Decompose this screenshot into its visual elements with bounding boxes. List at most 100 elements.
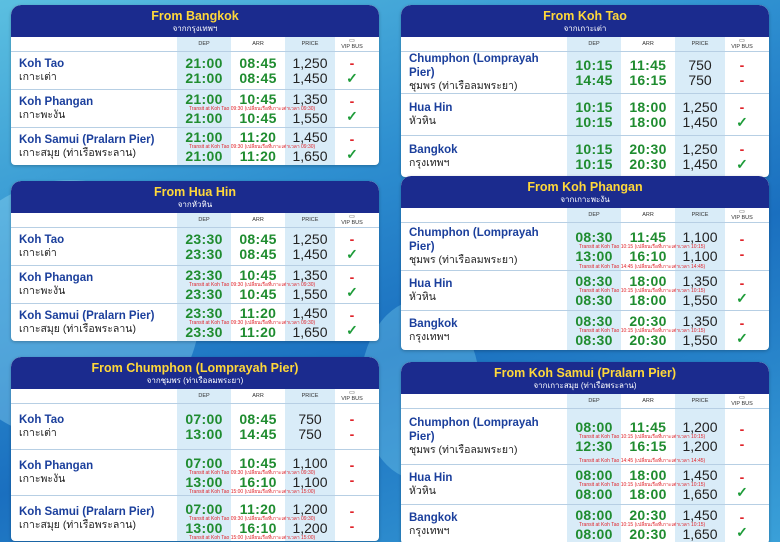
column-header-price: PRICE: [675, 394, 725, 408]
vip-bus-indicator: ✓: [346, 321, 358, 338]
arrival-time-column: 18:00 18:00: [621, 94, 675, 135]
panel-subtitle: จากชุมพร (ท่าเรือลมพระยา): [146, 376, 244, 385]
vip-bus-indicator: ✓: [346, 145, 358, 162]
column-header-price: PRICE: [285, 213, 335, 227]
route-row[interactable]: Koh Samui (Pralarn Pier) เกาะสมุย (ท่าเรื…: [11, 303, 379, 341]
vip-bus-indicator-column: - ✓: [725, 311, 759, 350]
departure-time: 08:30: [575, 272, 613, 289]
route-row[interactable]: Hua Hin หัวหิน 08:00 08:00 18:00 18:00 1,450 1,…: [401, 464, 769, 504]
bus-icon: ▭: [739, 395, 745, 401]
route-row[interactable]: Koh Phangan เกาะพะงัน 21:00 21:00 10:45 10:45…: [11, 89, 379, 127]
route-row[interactable]: Hua Hin หัวหิน 08:30 08:30 18:00 18:00 1,350 1,…: [401, 270, 769, 310]
vip-bus-indicator: -: [739, 71, 745, 88]
transit-note: Transit at Koh Tao 15:00 (เปลี่ยนเรือที่…: [189, 535, 316, 541]
panel-title: From Chumphon (Lomprayah Pier): [91, 361, 299, 375]
route-row[interactable]: Chumphon (Lomprayah Pier) ชุมพร (ท่าเรือล…: [401, 222, 769, 270]
arrival-time: 11:45: [629, 56, 667, 73]
transit-note: Transit at Koh Tao 10:15 (เปลี่ยนเรือที่…: [579, 434, 706, 440]
departure-time-column: 10:15 14:45: [567, 52, 621, 93]
ticket-price-column: 1,450 1,650: [285, 128, 335, 165]
vip-bus-indicator: ✓: [736, 155, 748, 172]
arrival-time: 20:30: [629, 331, 667, 348]
column-header-row: DEP ARR PRICE ▭ VIP BUS: [401, 208, 769, 222]
column-header-row: DEP ARR PRICE ▭ VIP BUS: [11, 389, 379, 403]
arrival-time-column: 11:45 16:15: [621, 409, 675, 464]
route-destination: Koh Phangan เกาะพะงัน: [11, 266, 177, 303]
arrival-time-column: 18:00 18:00: [621, 271, 675, 310]
panel-header: From Koh Samui (Pralarn Pier) จากเกาะสมุย…: [401, 362, 769, 394]
column-header-vip: ▭ VIP BUS: [335, 37, 369, 51]
route-row[interactable]: Chumphon (Lomprayah Pier) ชุมพร (ท่าเรือล…: [401, 408, 769, 464]
column-header-arr: ARR: [252, 41, 264, 47]
ticket-price: 750: [298, 425, 322, 442]
route-row[interactable]: Chumphon (Lomprayah Pier) ชุมพร (ท่าเรือล…: [401, 51, 769, 93]
route-row[interactable]: Bangkok กรุงเทพฯ 10:15 10:15 20:30 20:30 1,250…: [401, 135, 769, 177]
arrival-time: 08:45: [239, 230, 277, 247]
departure-time: 14:45: [575, 71, 613, 88]
transit-note: Transit at Koh Tao 10:15 (เปลี่ยนเรือที่…: [579, 244, 706, 250]
arrival-time-column: 11:20 11:20: [231, 304, 285, 341]
departure-time: 21:00: [185, 69, 223, 86]
column-header-vip: ▭ VIP BUS: [725, 208, 759, 222]
ticket-price-column: 1,350 1,550: [285, 90, 335, 127]
route-row[interactable]: Koh Tao เกาะเต่า 21:00 21:00 08:45 08:45 1,250…: [11, 51, 379, 89]
route-row[interactable]: Koh Tao เกาะเต่า 07:00 13:00 08:45 14:45 750 75…: [11, 403, 379, 449]
arrival-time-column: 20:30 20:30: [621, 311, 675, 350]
arrival-time: 16:10: [629, 247, 667, 264]
vip-bus-indicator: -: [349, 130, 355, 147]
destination-name-en: Chumphon (Lomprayah Pier): [409, 227, 539, 253]
departure-time: 13:00: [575, 247, 613, 264]
panel-subtitle: จากหัวหิน: [177, 200, 213, 209]
departure-time: 10:15: [575, 113, 613, 130]
transit-note: Transit at Koh Tao 10:15 (เปลี่ยนเรือที่…: [579, 288, 706, 294]
arrival-time: 16:10: [239, 519, 277, 536]
departure-time: 23:30: [185, 285, 223, 302]
route-row[interactable]: Hua Hin หัวหิน 10:15 10:15 18:00 18:00 1,250 1,…: [401, 93, 769, 135]
departure-time: 21:00: [185, 128, 223, 145]
vip-bus-indicator: -: [349, 92, 355, 109]
departure-time-column: 08:00 12:30: [567, 409, 621, 464]
vip-bus-indicator: -: [739, 230, 745, 247]
arrival-time-column: 20:30 20:30: [621, 136, 675, 177]
route-row[interactable]: Bangkok กรุงเทพฯ 08:00 08:00 20:30 20:30 1,450…: [401, 504, 769, 542]
column-header-destination: [11, 213, 177, 227]
route-destination: Hua Hin หัวหิน: [401, 94, 567, 135]
column-header-destination: [401, 208, 567, 222]
departure-time-column: 23:30 23:30: [177, 304, 231, 341]
vip-bus-indicator: ✓: [736, 113, 748, 130]
destination-name-th: เกาะพะงัน: [19, 109, 66, 121]
ticket-price: 750: [688, 71, 712, 88]
destination-name-th: เกาะพะงัน: [19, 473, 66, 485]
destination-name-th: หัวหิน: [409, 115, 436, 127]
route-row[interactable]: Koh Phangan เกาะพะงัน 07:00 13:00 10:45 16:10…: [11, 449, 379, 495]
arrival-time: 18:00: [629, 272, 667, 289]
ticket-price-column: 1,250 1,450: [675, 94, 725, 135]
route-row[interactable]: Koh Tao เกาะเต่า 23:30 23:30 08:45 08:45 1,250…: [11, 227, 379, 265]
vip-bus-indicator-column: - ✓: [335, 52, 369, 89]
arrival-time: 10:45: [239, 109, 277, 126]
arrival-time-column: 10:45 10:45: [231, 266, 285, 303]
ticket-price: 1,100: [292, 454, 328, 471]
ticket-price: 1,350: [292, 266, 328, 283]
timetable-panel: From Bangkok จากกรุงเทพฯ DEP ARR PRICE ▭ VIP B…: [11, 5, 379, 165]
ticket-price: 1,450: [292, 128, 328, 145]
route-row[interactable]: Koh Samui (Pralarn Pier) เกาะสมุย (ท่าเรื…: [11, 495, 379, 541]
route-destination: Chumphon (Lomprayah Pier) ชุมพร (ท่าเรือล…: [401, 223, 567, 270]
destination-name-th: กรุงเทพฯ: [409, 331, 450, 343]
route-row[interactable]: Bangkok กรุงเทพฯ 08:30 08:30 20:30 20:30 1,350…: [401, 310, 769, 350]
route-destination: Koh Phangan เกาะพะงัน: [11, 450, 177, 495]
route-destination: Hua Hin หัวหิน: [401, 465, 567, 504]
route-destination: Chumphon (Lomprayah Pier) ชุมพร (ท่าเรือล…: [401, 52, 567, 93]
destination-name-en: Koh Phangan: [19, 272, 94, 284]
ticket-price: 1,350: [682, 272, 718, 289]
ticket-price: 1,250: [292, 54, 328, 71]
panel-subtitle: จากเกาะเต่า: [563, 24, 607, 33]
route-row[interactable]: Koh Samui (Pralarn Pier) เกาะสมุย (ท่าเรื…: [11, 127, 379, 165]
column-header-vip: ▭ VIP BUS: [335, 389, 369, 403]
vip-bus-indicator-column: - ✓: [725, 465, 759, 504]
vip-bus-indicator: -: [739, 420, 745, 437]
route-row[interactable]: Koh Phangan เกาะพะงัน 23:30 23:30 10:45 10:45…: [11, 265, 379, 303]
ticket-price: 750: [688, 56, 712, 73]
departure-time: 23:30: [185, 230, 223, 247]
arrival-time: 18:00: [629, 291, 667, 308]
